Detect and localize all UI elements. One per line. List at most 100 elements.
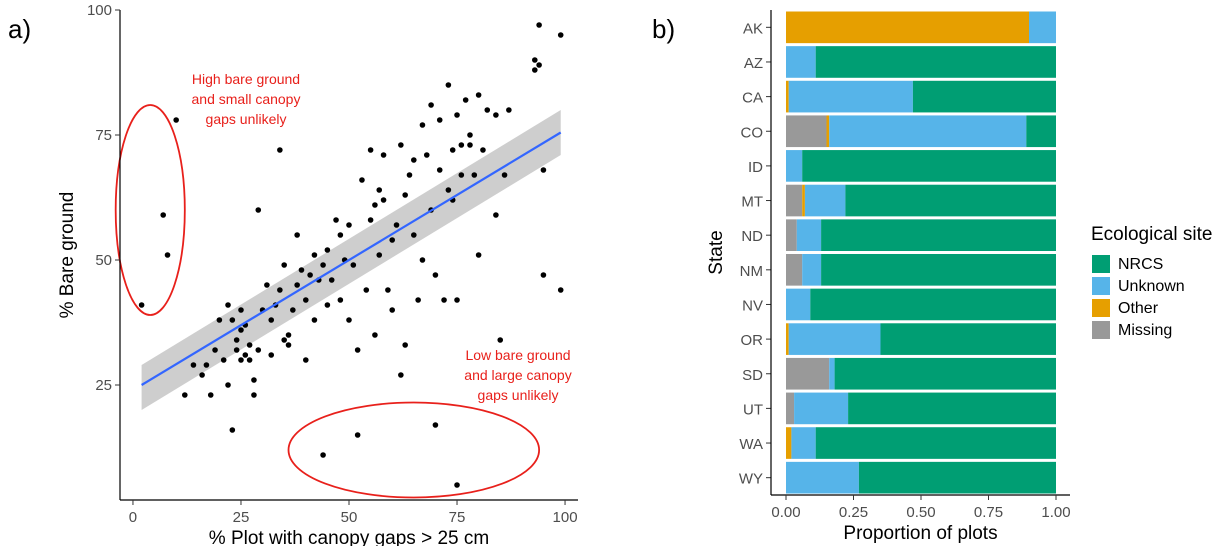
state-label: AK bbox=[743, 20, 763, 37]
legend-label: Unknown bbox=[1118, 278, 1185, 295]
state-label: OR bbox=[741, 332, 764, 349]
data-point bbox=[432, 422, 439, 428]
data-point bbox=[531, 57, 538, 63]
data-point bbox=[557, 287, 564, 293]
data-point bbox=[346, 317, 352, 323]
bar-segment bbox=[786, 427, 792, 459]
data-point bbox=[449, 147, 456, 153]
data-point bbox=[281, 262, 287, 268]
legend-label: NRCS bbox=[1118, 256, 1163, 273]
data-point bbox=[445, 187, 452, 193]
x-tick-label: 25 bbox=[233, 509, 250, 526]
x-tick-label: 0.25 bbox=[839, 504, 868, 521]
data-point bbox=[419, 122, 426, 128]
data-point bbox=[324, 247, 331, 253]
data-point bbox=[268, 317, 275, 323]
data-point bbox=[350, 262, 357, 268]
annotation-text: gaps unlikely bbox=[206, 111, 287, 127]
data-point bbox=[475, 92, 482, 98]
annotation-text: High bare ground bbox=[192, 71, 300, 87]
data-point bbox=[411, 157, 417, 163]
x-tick-label: 0.75 bbox=[974, 504, 1003, 521]
bar-segment bbox=[829, 115, 1027, 148]
data-point bbox=[277, 287, 283, 293]
data-point bbox=[251, 392, 257, 398]
data-point bbox=[467, 142, 473, 148]
data-point bbox=[402, 342, 408, 348]
data-point bbox=[164, 252, 171, 258]
data-point bbox=[445, 82, 452, 88]
bar-segment bbox=[786, 357, 830, 390]
state-label: UT bbox=[743, 401, 763, 418]
data-point bbox=[264, 282, 270, 288]
data-point bbox=[285, 342, 292, 348]
data-point bbox=[268, 352, 275, 358]
data-point bbox=[359, 177, 365, 183]
data-point bbox=[376, 187, 383, 193]
annotation-ellipse bbox=[114, 104, 186, 316]
data-point bbox=[294, 232, 300, 238]
legend-label: Missing bbox=[1118, 322, 1172, 339]
data-point bbox=[190, 362, 197, 368]
data-point bbox=[238, 307, 244, 313]
data-point bbox=[320, 452, 326, 458]
data-point bbox=[212, 347, 218, 353]
data-point bbox=[324, 302, 331, 308]
x-axis-title: Proportion of plots bbox=[843, 523, 997, 544]
data-point bbox=[207, 392, 214, 398]
state-label: AZ bbox=[744, 55, 763, 72]
bar-segment bbox=[821, 254, 1056, 286]
data-point bbox=[376, 252, 383, 258]
data-point bbox=[229, 317, 236, 323]
data-point bbox=[173, 117, 179, 123]
state-label: SD bbox=[742, 367, 763, 384]
bar-segment bbox=[786, 219, 797, 251]
data-point bbox=[484, 107, 491, 113]
x-tick-label: 0 bbox=[129, 509, 137, 526]
data-point bbox=[506, 107, 512, 113]
data-point bbox=[415, 297, 421, 303]
bar-segment bbox=[912, 80, 1056, 113]
annotation-ellipse bbox=[287, 401, 541, 499]
annotation-text: gaps unlikely bbox=[478, 387, 559, 403]
data-point bbox=[229, 427, 236, 433]
data-point bbox=[398, 142, 404, 148]
bar-segment bbox=[794, 392, 849, 425]
bar-segment bbox=[804, 184, 846, 217]
state-label: WA bbox=[739, 436, 763, 453]
bar-segment bbox=[815, 427, 1056, 459]
data-point bbox=[454, 112, 460, 118]
data-point bbox=[199, 372, 205, 378]
data-point bbox=[311, 252, 318, 258]
bar-segment bbox=[786, 46, 816, 78]
state-label: ID bbox=[748, 159, 763, 176]
data-point bbox=[354, 432, 361, 438]
state-label: CA bbox=[742, 90, 763, 107]
data-point bbox=[337, 232, 344, 238]
data-point bbox=[536, 62, 542, 68]
bar-segment bbox=[802, 254, 822, 286]
data-point bbox=[246, 357, 253, 363]
y-axis-title: State bbox=[706, 230, 727, 274]
data-point bbox=[225, 302, 231, 308]
data-point bbox=[367, 147, 374, 153]
data-point bbox=[238, 357, 244, 363]
data-point bbox=[557, 32, 564, 38]
data-point bbox=[389, 307, 396, 313]
data-point bbox=[251, 377, 257, 383]
data-point bbox=[138, 302, 145, 308]
bar-segment bbox=[848, 392, 1056, 425]
data-point bbox=[385, 287, 391, 293]
scatter-plot: High bare ground and small canopy gaps unl… bbox=[57, 2, 578, 546]
data-point bbox=[233, 347, 240, 353]
bar-segment bbox=[786, 115, 827, 148]
panel-b-label: b) bbox=[652, 14, 675, 44]
y-tick-label: 75 bbox=[95, 127, 112, 144]
x-tick-label: 100 bbox=[553, 509, 578, 526]
annotation-text: and large canopy bbox=[464, 367, 571, 383]
bar-segment bbox=[810, 288, 1056, 321]
legend-swatch bbox=[1092, 255, 1110, 273]
state-label: MT bbox=[741, 194, 763, 211]
data-point bbox=[540, 167, 547, 173]
